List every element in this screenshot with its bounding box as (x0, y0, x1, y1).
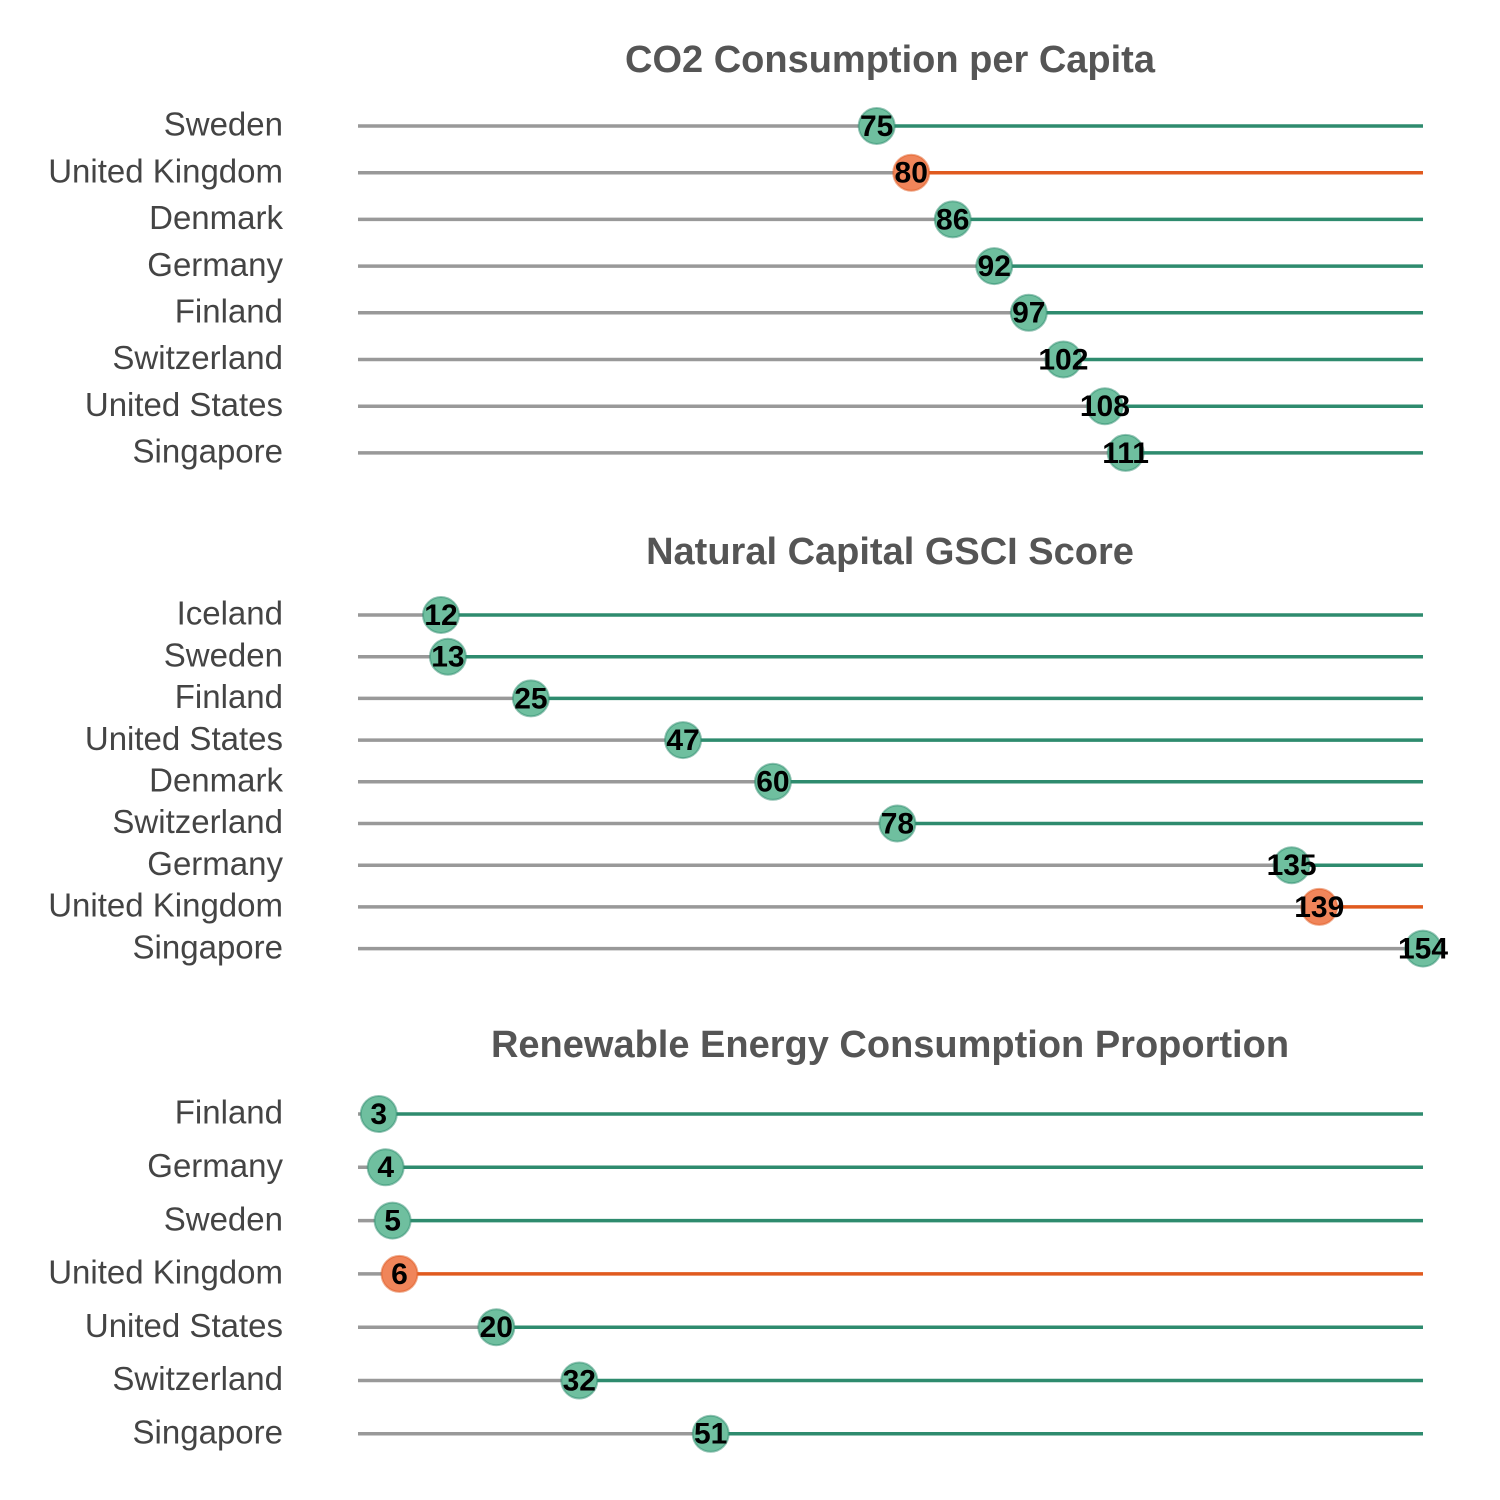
chart-title: Renewable Energy Consumption Proportion (491, 1024, 1289, 1066)
value-label: 75 (860, 110, 893, 143)
value-label: 47 (666, 724, 699, 757)
category-label: Singapore (133, 928, 283, 965)
data-point (477, 1308, 516, 1347)
category-label: United Kingdom (48, 152, 283, 189)
value-label: 4 (377, 1151, 394, 1184)
data-point (511, 679, 550, 718)
category-label: United States (85, 386, 283, 423)
data-point (359, 1095, 398, 1133)
category-label: Denmark (149, 199, 283, 236)
value-label: 25 (514, 682, 547, 715)
highlight-point (892, 153, 931, 192)
value-label: 111 (1102, 437, 1149, 470)
data-point (975, 247, 1014, 286)
value-label: 6 (391, 1258, 408, 1291)
data-point (878, 804, 917, 843)
data-point (373, 1201, 412, 1240)
value-label: 80 (895, 157, 928, 190)
category-label: Finland (175, 678, 283, 715)
chart-title: Natural Capital GSCI Score (646, 531, 1134, 573)
value-label: 5 (384, 1205, 401, 1238)
highlight-point (1300, 887, 1339, 926)
category-label: Sweden (164, 636, 283, 673)
data-point (428, 637, 467, 676)
data-point (1009, 293, 1048, 332)
category-label: Singapore (133, 433, 283, 470)
category-label: Singapore (133, 1414, 283, 1451)
value-label: 139 (1294, 891, 1344, 924)
highlight-point (380, 1254, 419, 1293)
data-point (857, 107, 896, 145)
value-label: 12 (424, 599, 457, 632)
data-point (421, 596, 460, 634)
category-label: Finland (175, 293, 283, 330)
value-label: 3 (370, 1098, 387, 1131)
data-point (753, 762, 792, 801)
data-point (1272, 846, 1311, 885)
value-label: 92 (978, 250, 1011, 283)
category-label: Switzerland (112, 339, 283, 376)
data-point (1085, 387, 1124, 426)
value-label: 78 (881, 807, 914, 840)
category-label: Switzerland (112, 803, 283, 840)
value-label: 86 (936, 203, 969, 236)
category-label: Denmark (149, 762, 283, 799)
data-point (1044, 340, 1083, 379)
value-label: 154 (1398, 933, 1448, 966)
category-label: United States (85, 720, 283, 757)
data-point (366, 1148, 405, 1187)
category-label: Finland (175, 1094, 283, 1131)
value-label: 135 (1267, 849, 1317, 882)
category-label: Germany (147, 1147, 283, 1184)
data-point (560, 1361, 599, 1400)
value-label: 102 (1038, 343, 1088, 376)
value-label: 20 (480, 1311, 513, 1344)
category-label: Switzerland (112, 1360, 283, 1397)
data-point (933, 200, 972, 239)
data-point (1404, 929, 1442, 968)
chart-title: CO2 Consumption per Capita (625, 39, 1156, 81)
value-label: 97 (1012, 297, 1045, 330)
category-label: United Kingdom (48, 887, 283, 924)
category-label: Germany (147, 246, 283, 283)
category-label: Iceland (177, 595, 283, 632)
value-label: 51 (694, 1418, 727, 1451)
value-label: 108 (1080, 390, 1130, 423)
category-label: United States (85, 1307, 283, 1344)
value-label: 13 (431, 641, 464, 674)
value-label: 32 (563, 1364, 596, 1397)
category-label: United Kingdom (48, 1254, 283, 1291)
data-point (664, 721, 703, 760)
data-point (1106, 433, 1145, 472)
category-label: Sweden (164, 106, 283, 143)
data-point (691, 1414, 730, 1453)
category-label: Germany (147, 845, 283, 882)
category-label: Sweden (164, 1200, 283, 1237)
value-label: 60 (756, 766, 789, 799)
